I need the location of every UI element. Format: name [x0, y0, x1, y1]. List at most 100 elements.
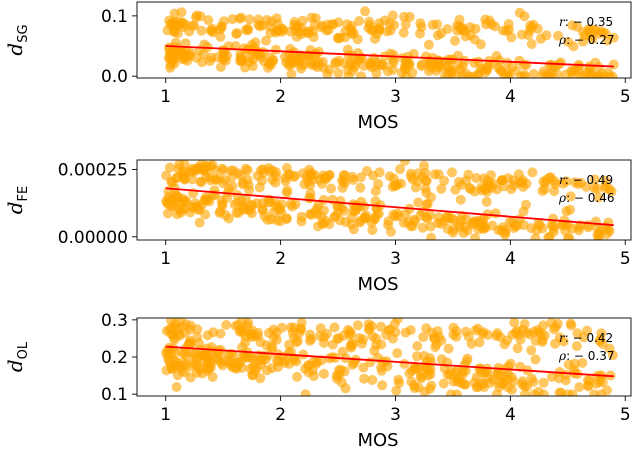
- scatter-point: [512, 343, 523, 354]
- scatter-point: [196, 25, 207, 36]
- scatter-point: [180, 19, 191, 30]
- scatter-point: [565, 204, 576, 215]
- scatter-point: [272, 215, 283, 226]
- scatter-point: [291, 356, 302, 367]
- scatter-point: [420, 183, 431, 194]
- scatter-point: [281, 214, 292, 224]
- scatter-point: [594, 230, 605, 240]
- scatter-point: [340, 383, 351, 394]
- scatter-point: [358, 362, 369, 373]
- scatter-point: [255, 373, 266, 384]
- scatter-point: [442, 211, 453, 222]
- x-axis-label: MOS: [357, 274, 398, 295]
- x-tick-label: 4: [505, 249, 516, 269]
- scatter-point: [498, 181, 509, 192]
- scatter-point: [386, 226, 396, 237]
- scatter-point: [607, 350, 618, 361]
- scatter-point: [172, 370, 183, 381]
- scatter-point: [312, 209, 323, 220]
- scatter-point: [166, 201, 177, 212]
- scatter-point: [387, 10, 398, 21]
- scatter-point: [521, 59, 532, 70]
- scatter-point: [398, 27, 409, 38]
- scatter-point: [257, 198, 268, 209]
- scatter-point: [596, 328, 607, 339]
- y-tick-label: 0.3: [101, 311, 128, 331]
- scatter-point: [399, 11, 410, 22]
- scatter-point: [264, 58, 275, 69]
- scatter-point: [317, 218, 328, 229]
- scatter-point: [552, 69, 563, 78]
- x-tick-label: 2: [275, 249, 286, 269]
- scatter-point: [194, 217, 205, 228]
- scatter-point: [526, 223, 537, 234]
- scatter-point: [347, 50, 358, 61]
- scatter-point: [171, 382, 182, 392]
- scatter-point: [514, 177, 525, 188]
- scatter-point: [161, 170, 172, 181]
- scatter-point: [541, 30, 552, 41]
- scatter-point: [250, 355, 260, 366]
- scatter-point: [244, 14, 255, 25]
- scatter-point: [172, 172, 183, 183]
- scatter-point: [425, 221, 436, 232]
- scatter-point: [516, 29, 527, 40]
- spearman-annotation: ρ: − 0.37: [558, 349, 615, 363]
- scatter-point: [561, 176, 572, 187]
- scatter-point: [537, 186, 548, 196]
- scatter-point: [324, 353, 335, 364]
- y-axis-label: dFE: [3, 186, 31, 215]
- scatter-point: [567, 20, 578, 31]
- y-tick-label: 0.00025: [58, 160, 128, 180]
- scatter-point: [418, 332, 429, 343]
- scatter-point: [498, 377, 509, 388]
- y-tick-label: 0.1: [101, 385, 128, 405]
- scatter-point: [306, 12, 317, 23]
- scatter-point: [262, 214, 273, 225]
- scatter-point: [329, 322, 340, 333]
- scatter-point: [486, 19, 497, 30]
- y-tick-label: 0.1: [101, 7, 128, 27]
- scatter-point: [264, 327, 274, 338]
- scatter-point: [173, 163, 184, 174]
- scatter-point: [177, 195, 188, 206]
- scatter-point: [221, 320, 232, 330]
- scatter-point: [314, 57, 324, 68]
- scatter-point: [314, 331, 325, 341]
- scatter-point: [276, 199, 287, 210]
- scatter-point: [232, 28, 242, 39]
- scatter-point: [410, 182, 421, 193]
- scatter-point: [592, 71, 603, 78]
- scatter-point: [415, 18, 426, 29]
- scatter-point: [296, 216, 307, 227]
- scatter-point: [593, 192, 604, 203]
- scatter-point: [563, 359, 574, 370]
- scatter-point: [218, 51, 229, 62]
- scatter-point: [567, 71, 578, 78]
- scatter-point: [450, 35, 460, 46]
- scatter-point: [251, 363, 262, 374]
- scatter-point: [582, 325, 592, 336]
- scatter-point: [473, 215, 484, 226]
- scatter-point: [388, 55, 398, 66]
- x-tick-label: 3: [390, 249, 401, 269]
- scatter-point: [563, 389, 573, 396]
- scatter-point: [367, 225, 378, 236]
- scatter-point: [470, 325, 481, 336]
- scatter-point: [421, 199, 432, 210]
- x-tick-label: 1: [160, 405, 171, 425]
- scatter-point: [309, 170, 320, 180]
- scatter-point: [205, 25, 216, 36]
- scatter-point: [254, 21, 265, 32]
- scatter-point: [455, 194, 466, 205]
- scatter-point: [454, 14, 465, 25]
- scatter-point: [594, 336, 605, 347]
- scatter-point: [582, 375, 593, 386]
- x-tick-label: 5: [620, 87, 631, 107]
- scatter-point: [503, 173, 514, 184]
- scatter-point: [348, 224, 359, 235]
- scatter-point: [216, 22, 227, 33]
- scatter-point: [202, 330, 213, 341]
- scatter-point: [457, 70, 468, 78]
